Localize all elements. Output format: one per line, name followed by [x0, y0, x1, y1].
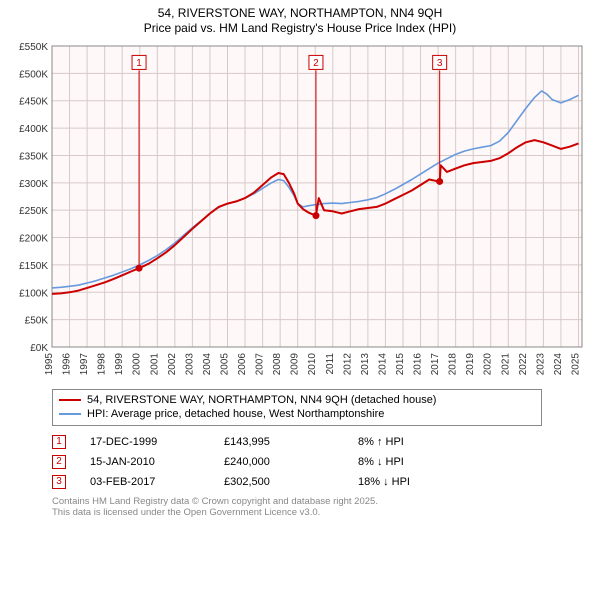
svg-text:2020: 2020 [483, 353, 494, 376]
legend-swatch-hpi [59, 413, 81, 415]
event-price: £143,995 [224, 436, 334, 448]
svg-text:2021: 2021 [500, 353, 511, 376]
svg-text:2012: 2012 [342, 353, 353, 376]
svg-text:£550K: £550K [19, 42, 48, 53]
svg-text:2024: 2024 [553, 353, 564, 376]
svg-text:2005: 2005 [219, 353, 230, 376]
svg-text:1999: 1999 [114, 353, 125, 376]
svg-text:£150K: £150K [19, 261, 48, 272]
svg-text:2010: 2010 [307, 353, 318, 376]
chart-title-line1: 54, RIVERSTONE WAY, NORTHAMPTON, NN4 9QH [158, 6, 443, 20]
legend-item-property: 54, RIVERSTONE WAY, NORTHAMPTON, NN4 9QH… [59, 393, 535, 407]
svg-text:2: 2 [313, 58, 319, 69]
credit-line2: This data is licensed under the Open Gov… [52, 507, 320, 518]
svg-text:2001: 2001 [149, 353, 160, 376]
svg-text:1997: 1997 [79, 353, 90, 376]
chart-title-line2: Price paid vs. HM Land Registry's House … [144, 21, 456, 35]
svg-text:2022: 2022 [518, 353, 529, 376]
svg-text:£450K: £450K [19, 97, 48, 108]
event-delta: 8% ↓ HPI [358, 456, 404, 468]
svg-text:2006: 2006 [237, 353, 248, 376]
sale-event-row: 1 17-DEC-1999 £143,995 8% ↑ HPI [52, 432, 590, 452]
event-date: 03-FEB-2017 [90, 476, 200, 488]
svg-text:£0K: £0K [30, 343, 48, 354]
sale-event-row: 3 03-FEB-2017 £302,500 18% ↓ HPI [52, 472, 590, 492]
svg-text:1995: 1995 [44, 353, 55, 376]
svg-text:2018: 2018 [448, 353, 459, 376]
legend: 54, RIVERSTONE WAY, NORTHAMPTON, NN4 9QH… [52, 389, 542, 426]
event-marker-2: 2 [52, 455, 66, 469]
svg-text:2000: 2000 [132, 353, 143, 376]
svg-text:2011: 2011 [325, 353, 336, 375]
event-date: 15-JAN-2010 [90, 456, 200, 468]
svg-text:£350K: £350K [19, 151, 48, 162]
event-delta: 8% ↑ HPI [358, 436, 404, 448]
svg-text:£200K: £200K [19, 234, 48, 245]
svg-text:3: 3 [437, 58, 443, 69]
credit-line1: Contains HM Land Registry data © Crown c… [52, 496, 378, 507]
event-marker-1: 1 [52, 435, 66, 449]
svg-text:2013: 2013 [360, 353, 371, 376]
svg-text:£100K: £100K [19, 288, 48, 299]
svg-text:2009: 2009 [290, 353, 301, 376]
chart-title: 54, RIVERSTONE WAY, NORTHAMPTON, NN4 9QH… [10, 6, 590, 36]
svg-text:£500K: £500K [19, 69, 48, 80]
svg-text:£300K: £300K [19, 179, 48, 190]
svg-text:1998: 1998 [97, 353, 108, 376]
svg-text:2025: 2025 [570, 353, 581, 376]
event-delta: 18% ↓ HPI [358, 476, 410, 488]
legend-label-hpi: HPI: Average price, detached house, West… [87, 407, 384, 421]
svg-text:2017: 2017 [430, 353, 441, 376]
svg-text:2004: 2004 [202, 353, 213, 376]
event-date: 17-DEC-1999 [90, 436, 200, 448]
svg-text:£250K: £250K [19, 206, 48, 217]
svg-text:2014: 2014 [377, 353, 388, 376]
legend-label-property: 54, RIVERSTONE WAY, NORTHAMPTON, NN4 9QH… [87, 393, 436, 407]
event-price: £240,000 [224, 456, 334, 468]
svg-text:£50K: £50K [25, 316, 49, 327]
legend-item-hpi: HPI: Average price, detached house, West… [59, 407, 535, 421]
credit-text: Contains HM Land Registry data © Crown c… [52, 496, 590, 520]
svg-text:2015: 2015 [395, 353, 406, 376]
svg-text:2002: 2002 [167, 353, 178, 376]
svg-text:2008: 2008 [272, 353, 283, 376]
legend-swatch-property [59, 399, 81, 401]
event-marker-3: 3 [52, 475, 66, 489]
svg-text:2023: 2023 [535, 353, 546, 376]
svg-text:1: 1 [136, 58, 142, 69]
sale-events: 1 17-DEC-1999 £143,995 8% ↑ HPI 2 15-JAN-2010… [52, 432, 590, 492]
svg-text:£400K: £400K [19, 124, 48, 135]
svg-text:2019: 2019 [465, 353, 476, 376]
svg-text:2003: 2003 [184, 353, 195, 376]
event-price: £302,500 [224, 476, 334, 488]
svg-text:2016: 2016 [413, 353, 424, 376]
sale-event-row: 2 15-JAN-2010 £240,000 8% ↓ HPI [52, 452, 590, 472]
price-chart: £0K £50K £100K £150K £200K £250K £300K £350K £40… [10, 40, 590, 385]
svg-text:2007: 2007 [255, 353, 266, 376]
svg-text:1996: 1996 [62, 353, 73, 376]
